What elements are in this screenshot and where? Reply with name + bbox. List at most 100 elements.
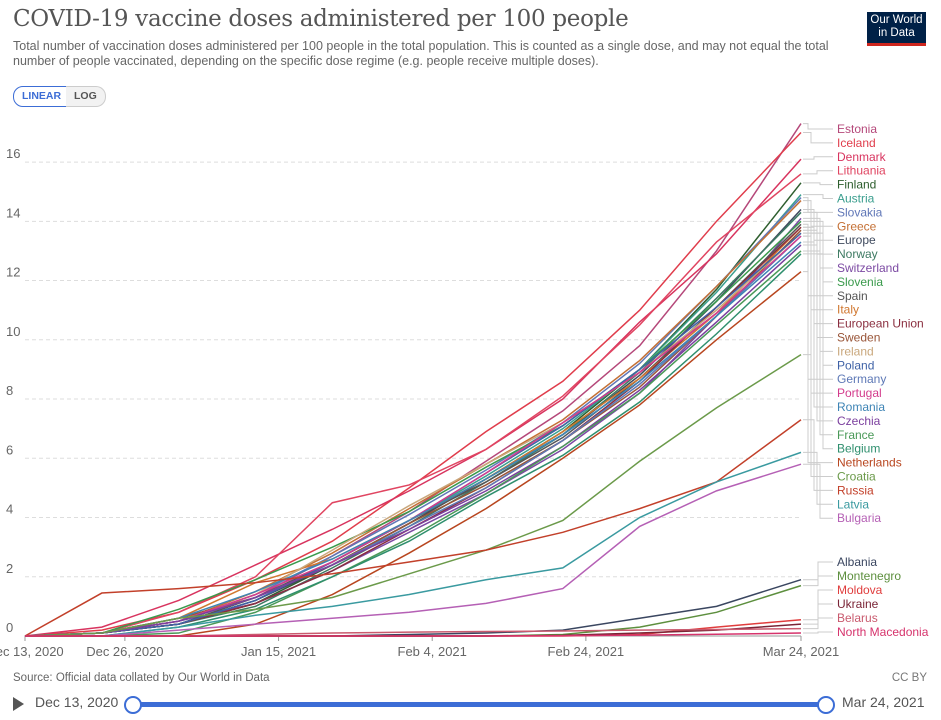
series-line-germany: [24, 235, 802, 637]
legend-label: Ukraine: [837, 597, 879, 611]
legend-label: Belarus: [837, 611, 878, 625]
legend-leader-line: [803, 170, 833, 175]
legend-label: Latvia: [837, 497, 869, 511]
legend-label: Moldova: [837, 583, 883, 597]
log-scale-button[interactable]: LOG: [66, 86, 106, 107]
y-tick-label: 0: [6, 620, 13, 635]
x-tick-label: Feb 4, 2021: [398, 644, 467, 659]
timeline-start-label: Dec 13, 2020: [35, 694, 119, 710]
legend-leader-line: [803, 271, 833, 464]
series-line-finland: [24, 182, 802, 637]
legend-label: Ireland: [837, 344, 874, 358]
legend-label: North Macedonia: [837, 625, 929, 639]
series-line-european-union: [24, 226, 802, 637]
timeline-start-handle[interactable]: [124, 696, 142, 714]
legend-label: Sweden: [837, 331, 880, 345]
legend-label: Spain: [837, 289, 868, 303]
legend-leader-line: [803, 603, 833, 625]
legend-leader-line: [803, 244, 833, 422]
linear-scale-button[interactable]: LINEAR: [13, 86, 71, 107]
series-line-north-macedonia: [25, 632, 802, 637]
legend-label: Belgium: [837, 442, 880, 456]
series-line-croatia: [24, 353, 802, 637]
legend-leader-line: [803, 463, 833, 519]
series-line-austria: [24, 194, 802, 637]
legend-label: Poland: [837, 358, 874, 372]
y-tick-label: 4: [6, 502, 13, 517]
x-tick-label: Jan 15, 2021: [241, 644, 316, 659]
license[interactable]: CC BY: [891, 672, 927, 684]
y-tick-label: 2: [6, 561, 13, 576]
legend-leader-line: [803, 235, 833, 394]
legend-label: Estonia: [837, 122, 877, 136]
x-tick-label: Dec 26, 2020: [86, 644, 163, 659]
y-tick-label: 6: [6, 442, 13, 457]
series-line-italy: [24, 226, 802, 637]
series-line-czechia: [24, 244, 802, 637]
legend-label: Portugal: [837, 386, 882, 400]
series-line-iceland: [24, 131, 802, 637]
legend-label: France: [837, 428, 875, 442]
legend-label: Germany: [837, 372, 886, 386]
series-line-lithuania: [24, 173, 802, 637]
legend-label: Denmark: [837, 150, 887, 164]
y-tick-label: 8: [6, 383, 13, 398]
series-line-poland: [24, 232, 802, 637]
x-tick-label: Mar 24, 2021: [763, 644, 840, 659]
series-line-belgium: [25, 253, 802, 637]
legend-leader-line: [803, 123, 833, 130]
series-line-netherlands: [25, 271, 802, 637]
legend-leader-line: [803, 354, 833, 477]
series-line-bulgaria: [25, 463, 802, 637]
series-line-estonia: [24, 123, 802, 637]
legend-label: Albania: [837, 555, 877, 569]
legend-label: Norway: [837, 247, 878, 261]
legend-leader-line: [803, 182, 833, 186]
series-line-slovenia: [24, 220, 802, 637]
legend-leader-line: [803, 250, 833, 436]
source-note: Source: Official data collated by Our Wo…: [13, 672, 270, 684]
play-icon[interactable]: [13, 697, 24, 711]
timeline-slider[interactable]: [134, 702, 826, 707]
chart-subtitle: Total number of vaccination doses admini…: [13, 39, 829, 68]
legend-leader-line: [803, 197, 833, 213]
legend-leader-line: [803, 575, 833, 587]
series-line-latvia: [25, 451, 802, 637]
legend-label: Italy: [837, 303, 859, 317]
legend-leader-line: [803, 194, 833, 199]
series-line-portugal: [24, 235, 802, 637]
x-tick-label: Feb 24, 2021: [548, 644, 625, 659]
series-line-denmark: [24, 158, 802, 637]
series-line-slovakia: [24, 197, 802, 637]
legend-label: Croatia: [837, 470, 876, 484]
legend-leader-line: [803, 131, 833, 144]
line-chart: 0 2 4 6 8 10 12 14 16 Dec 13, 2020 Dec 26, 2020 Jan…: [0, 122, 929, 659]
legend-label: Lithuania: [837, 164, 886, 178]
y-tick-label: 12: [6, 265, 20, 280]
timeline-end-label: Mar 24, 2021: [842, 694, 925, 710]
legend-label: Europe: [837, 233, 876, 247]
series-line-greece: [24, 200, 802, 637]
legend-leader-line: [803, 561, 833, 581]
legend-label: Slovakia: [837, 205, 883, 219]
legend-label: Switzerland: [837, 261, 899, 275]
legend-leader-line: [803, 631, 833, 634]
timeline-end-handle[interactable]: [817, 696, 835, 714]
y-tick-label: 16: [6, 146, 20, 161]
legend-label: Slovenia: [837, 275, 883, 289]
legend-label: Austria: [837, 192, 875, 206]
legend-label: Iceland: [837, 136, 876, 150]
legend-label: Greece: [837, 219, 877, 233]
legend-label: Bulgaria: [837, 511, 881, 525]
owid-logo[interactable]: Our World in Data: [867, 12, 926, 46]
legend-leader-line: [803, 451, 833, 505]
chart-title: COVID-19 vaccine doses administered per …: [13, 6, 629, 32]
legend-label: European Union: [837, 317, 924, 331]
series-line-france: [25, 250, 802, 637]
legend-leader-line: [803, 200, 833, 227]
y-tick-label: 10: [6, 324, 20, 339]
legend-leader-line: [803, 419, 833, 491]
legend-label: Finland: [837, 178, 876, 192]
legend-label: Montenegro: [837, 569, 901, 583]
legend-leader-line: [803, 156, 833, 160]
